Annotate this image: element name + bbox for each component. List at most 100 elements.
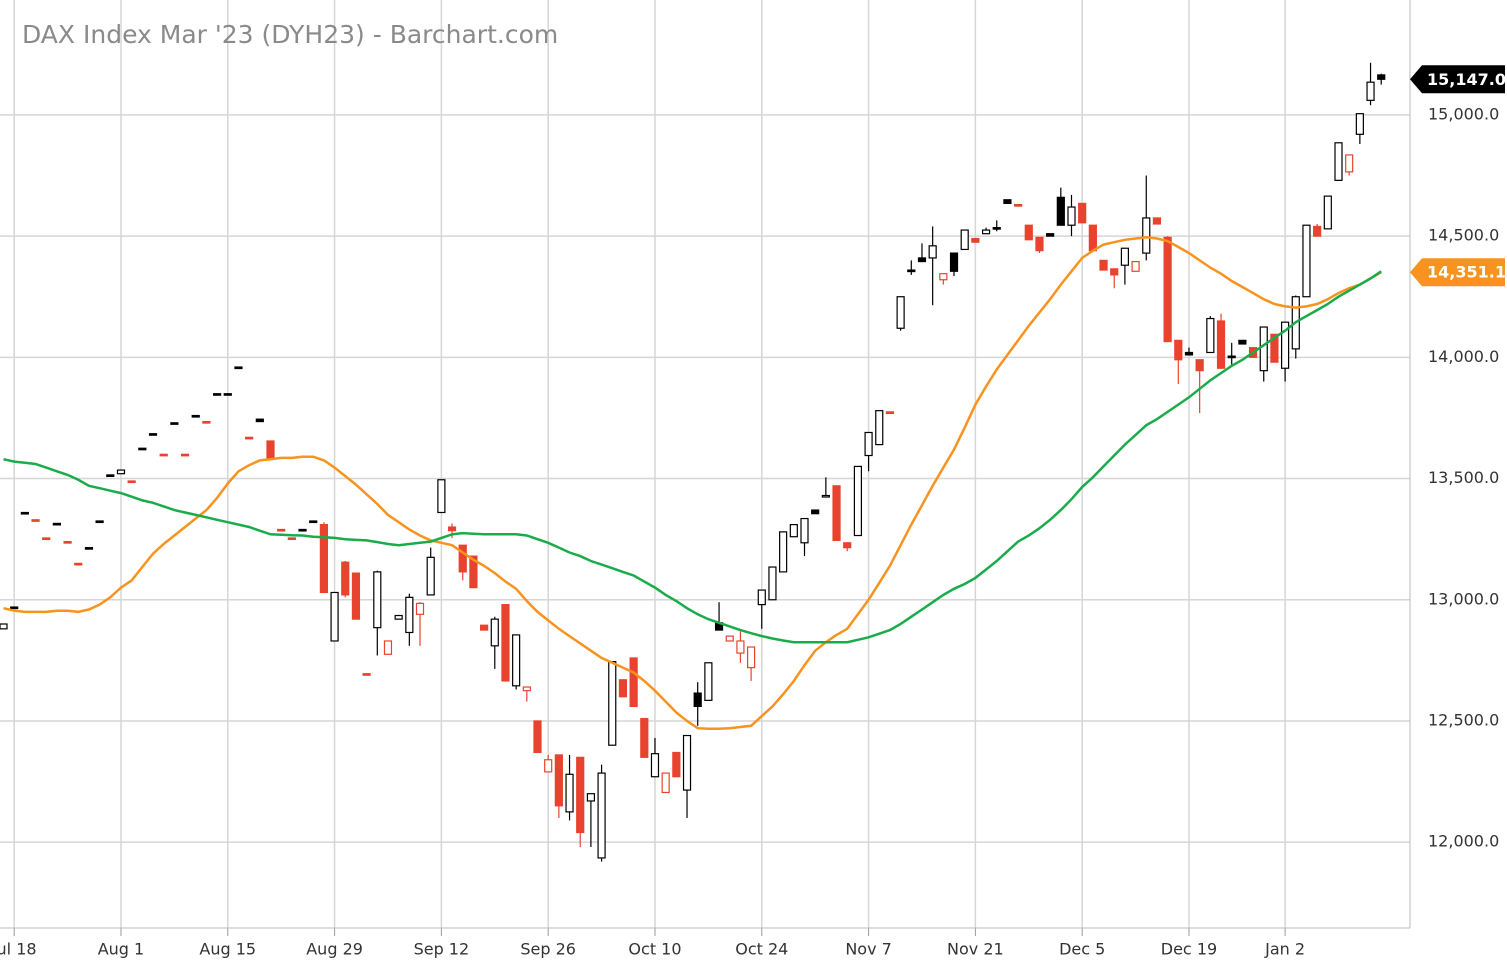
candle-body bbox=[586, 793, 596, 802]
y-tick-label: 12,500.0 bbox=[1428, 710, 1499, 729]
candle-body bbox=[1323, 195, 1332, 230]
candle-body bbox=[1238, 339, 1247, 345]
candle-body bbox=[287, 537, 296, 541]
candle-body bbox=[864, 431, 873, 457]
candle-body bbox=[565, 773, 574, 813]
candle-body bbox=[640, 717, 649, 758]
candle-body bbox=[800, 517, 809, 544]
price-tag-label: 15,147.0 bbox=[1427, 70, 1506, 89]
x-tick-label: Aug 29 bbox=[306, 940, 363, 959]
candle-body bbox=[1088, 224, 1097, 252]
candle-body bbox=[1099, 259, 1108, 271]
candle-body bbox=[757, 589, 766, 606]
candle-body bbox=[127, 480, 136, 484]
x-tick-label: Nov 21 bbox=[947, 940, 1004, 959]
candle-body bbox=[554, 754, 563, 807]
chart-title: DAX Index Mar '23 (DYH23) - Barchart.com bbox=[22, 20, 558, 49]
price-tag bbox=[1410, 258, 1505, 287]
x-tick-label: Dec 19 bbox=[1161, 940, 1217, 959]
candle-body bbox=[597, 772, 606, 859]
candle-body bbox=[522, 686, 531, 692]
x-tick-label: Sep 26 bbox=[520, 940, 576, 959]
candle-body bbox=[309, 520, 318, 524]
candle-body bbox=[1024, 224, 1033, 241]
candle-body bbox=[1013, 204, 1023, 207]
y-tick-label: 14,000.0 bbox=[1428, 347, 1499, 366]
candle-body bbox=[213, 393, 222, 396]
candle-body bbox=[682, 734, 692, 791]
candle-body bbox=[1067, 206, 1076, 226]
candle-body bbox=[1259, 326, 1268, 372]
moving-average-line bbox=[3, 270, 1382, 644]
candle-body bbox=[971, 237, 980, 243]
candle-body bbox=[1110, 268, 1119, 276]
candle-body bbox=[180, 453, 190, 457]
candle-body bbox=[768, 566, 777, 601]
candle-body bbox=[1131, 260, 1140, 272]
candle-body bbox=[896, 296, 905, 329]
candle-body bbox=[725, 635, 734, 642]
candle-body bbox=[405, 596, 414, 634]
candle-body bbox=[170, 422, 179, 425]
price-tag bbox=[1410, 65, 1505, 94]
x-tick-label: Jul 18 bbox=[0, 940, 37, 959]
candle-body bbox=[351, 572, 361, 620]
x-tick-label: Sep 12 bbox=[414, 940, 470, 959]
candle-body bbox=[650, 753, 660, 778]
candle-body bbox=[1334, 142, 1343, 181]
candle-body bbox=[330, 591, 339, 642]
candle-body bbox=[1035, 236, 1044, 252]
candle-body bbox=[106, 474, 115, 478]
candle-body bbox=[1216, 320, 1226, 369]
candle-body bbox=[544, 759, 553, 773]
y-tick-label: 13,000.0 bbox=[1428, 589, 1499, 608]
candle-body bbox=[992, 227, 1001, 230]
x-tick-label: Oct 10 bbox=[628, 940, 681, 959]
candle-body bbox=[960, 229, 969, 251]
candle-body bbox=[116, 469, 126, 475]
candle-body bbox=[501, 604, 510, 682]
moving-average-line bbox=[3, 236, 1382, 730]
x-tick-label: Aug 1 bbox=[98, 940, 145, 959]
candle-body bbox=[672, 751, 681, 778]
candle-body bbox=[746, 646, 756, 669]
candle-body bbox=[981, 229, 991, 235]
candle-body bbox=[223, 393, 232, 396]
candle-body bbox=[1003, 199, 1012, 204]
candle-body bbox=[319, 524, 328, 594]
candle-body bbox=[383, 640, 393, 655]
candle-body bbox=[1366, 81, 1375, 101]
candle-body bbox=[1355, 113, 1364, 135]
candle-body bbox=[832, 485, 841, 541]
candle-body bbox=[1206, 317, 1215, 354]
candle-body bbox=[875, 410, 884, 446]
candle-body bbox=[52, 522, 62, 526]
candle-body bbox=[1280, 321, 1290, 369]
candle-body bbox=[490, 618, 499, 647]
candle-body bbox=[159, 453, 168, 457]
candle-body bbox=[415, 602, 425, 615]
candle-body bbox=[618, 679, 628, 698]
candle-body bbox=[277, 528, 286, 532]
candle-body bbox=[1174, 339, 1183, 361]
candle-body bbox=[1152, 217, 1162, 225]
y-tick-label: 14,500.0 bbox=[1428, 226, 1499, 245]
candle-body bbox=[394, 614, 403, 620]
candle-body bbox=[533, 720, 542, 754]
candle-body bbox=[191, 414, 200, 418]
candle-body bbox=[74, 562, 83, 566]
x-tick-label: Dec 5 bbox=[1059, 940, 1105, 959]
y-tick-label: 12,000.0 bbox=[1428, 832, 1499, 851]
candle-body bbox=[255, 418, 264, 423]
candle-body bbox=[949, 252, 959, 272]
candle-body bbox=[576, 756, 585, 834]
candle-body bbox=[148, 433, 158, 436]
candle-body bbox=[629, 657, 638, 708]
plot-area bbox=[0, 62, 1386, 862]
candle-body bbox=[821, 494, 830, 498]
candle-body bbox=[939, 273, 948, 281]
candle-body bbox=[1270, 333, 1279, 363]
candle-body bbox=[1184, 351, 1194, 356]
candle-body bbox=[736, 640, 745, 654]
